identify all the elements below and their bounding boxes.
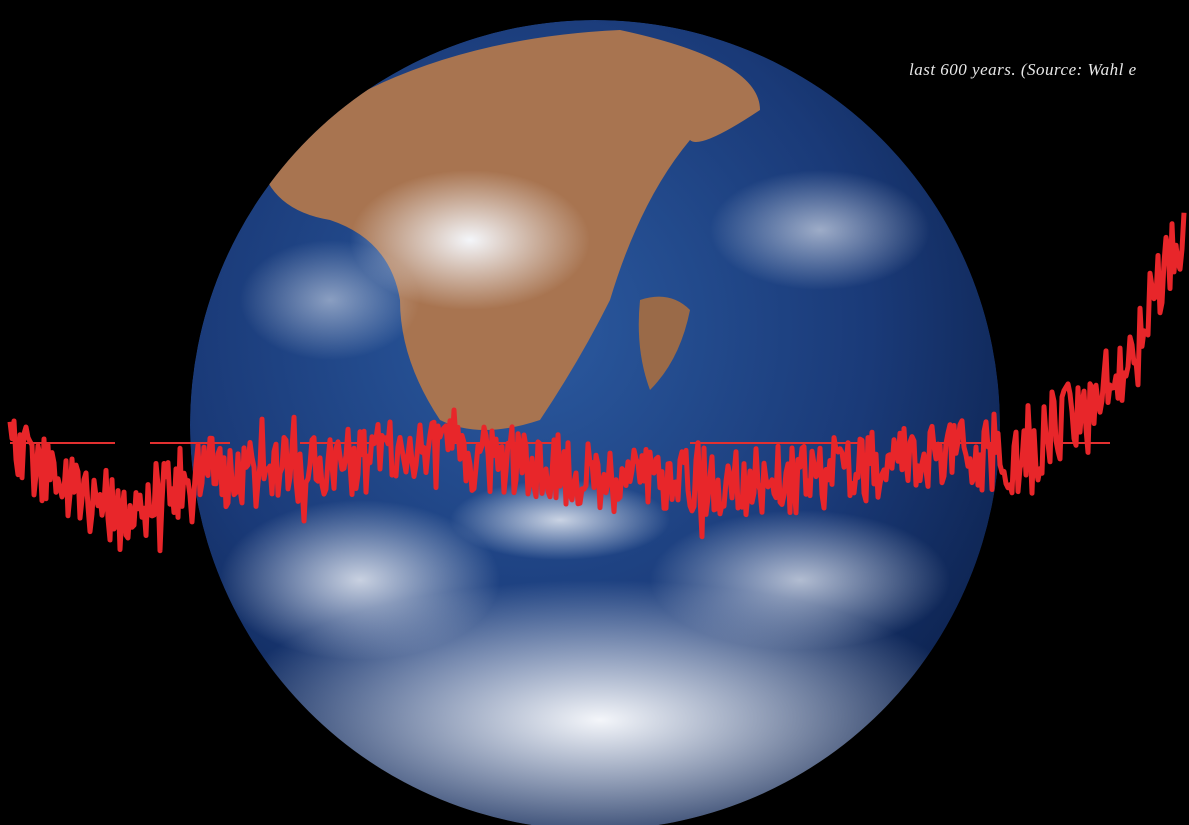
- caption: last 600 years. (Source: Wahl e: [909, 60, 1137, 79]
- earth: [190, 20, 1000, 825]
- temperature-line: [7, 212, 1187, 554]
